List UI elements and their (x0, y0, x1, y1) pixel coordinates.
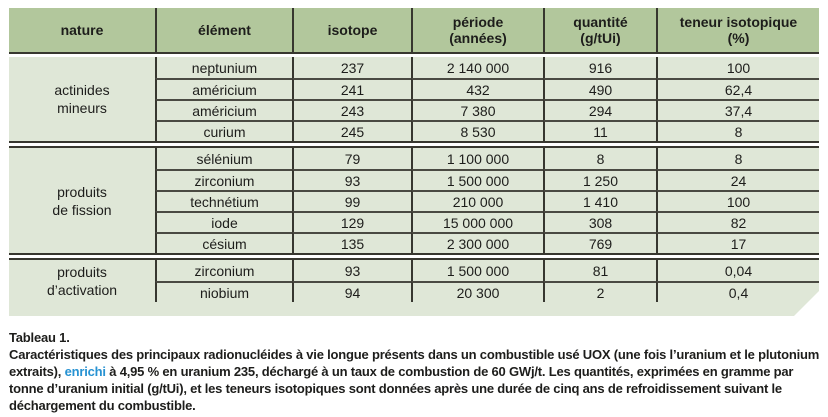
cell-quantite: 2 (543, 281, 656, 302)
cell-quantite: 490 (543, 78, 656, 99)
cell-quantite: 1 410 (543, 190, 656, 211)
cell-periode: 210 000 (411, 190, 543, 211)
cell-isotope: 129 (292, 211, 411, 232)
header-subtitle: (g/tUi) (580, 30, 621, 46)
cell-isotope: 99 (292, 190, 411, 211)
table-group: produits d’activation zirconium 93 1 500 00… (9, 258, 819, 316)
header-subtitle: (%) (727, 30, 750, 46)
header-title: élément (198, 22, 251, 38)
cell-teneur: 62,4 (656, 78, 819, 99)
cell-quantite: 294 (543, 99, 656, 120)
cell-periode: 1 500 000 (411, 260, 543, 281)
cell-quantite: 916 (543, 57, 656, 78)
cell-periode: 2 300 000 (411, 232, 543, 253)
header-title: période (452, 14, 504, 30)
cell-quantite: 769 (543, 232, 656, 253)
cell-element: curium (155, 120, 292, 141)
cell-periode: 20 300 (411, 281, 543, 302)
cell-element: sélénium (155, 148, 292, 169)
cell-teneur: 24 (656, 169, 819, 190)
cell-periode: 1 100 000 (411, 148, 543, 169)
cell-quantite: 11 (543, 120, 656, 141)
cell-periode: 8 530 (411, 120, 543, 141)
table-group: produits de fission sélénium 79 1 100 000 8 8… (9, 146, 819, 255)
cell-element: césium (155, 232, 292, 253)
cell-isotope: 93 (292, 169, 411, 190)
caption-text-before: Caractéristiques des principaux radionuc… (9, 347, 820, 379)
cell-element: technétium (155, 190, 292, 211)
cell-teneur: 8 (656, 120, 819, 141)
cell-teneur: 100 (656, 57, 819, 78)
header-title: nature (60, 22, 104, 38)
cell-element: américium (155, 99, 292, 120)
cell-isotope: 245 (292, 120, 411, 141)
cell-quantite: 308 (543, 211, 656, 232)
cell-periode: 432 (411, 78, 543, 99)
cell-teneur: 0,4 (656, 281, 819, 302)
cell-isotope: 79 (292, 148, 411, 169)
cell-element: neptunium (155, 57, 292, 78)
group-nature-cell: produits d’activation (46, 264, 118, 298)
cell-quantite: 81 (543, 260, 656, 281)
cell-teneur: 0,04 (656, 260, 819, 281)
cell-teneur: 82 (656, 211, 819, 232)
cell-quantite: 1 250 (543, 169, 656, 190)
header-title: quantité (573, 14, 628, 30)
header-title: teneur isotopique (679, 14, 798, 30)
cell-periode: 15 000 000 (411, 211, 543, 232)
table-group: actinides mineurs neptunium 237 2 140 000 91… (9, 57, 819, 143)
cell-element: niobium (155, 281, 292, 302)
caption-text-after: à 4,95 % en uranium 235, déchargé à un t… (9, 364, 794, 413)
header-cell-element: élément (155, 8, 292, 52)
radionuclide-table: nature élément isotope période (années) quant… (9, 8, 819, 316)
cell-isotope: 241 (292, 78, 411, 99)
cell-element: iode (155, 211, 292, 232)
cell-element: zirconium (155, 260, 292, 281)
header-subtitle: (années) (449, 30, 507, 46)
header-cell-isotope: isotope (292, 8, 411, 52)
header-title: isotope (327, 22, 378, 38)
cell-isotope: 135 (292, 232, 411, 253)
cell-element: américium (155, 78, 292, 99)
cell-teneur: 8 (656, 148, 819, 169)
caption-label: Tableau 1. (9, 330, 70, 345)
cell-isotope: 243 (292, 99, 411, 120)
cell-element: zirconium (155, 169, 292, 190)
cell-isotope: 93 (292, 260, 411, 281)
header-cell-nature: nature (9, 8, 155, 52)
enrichi-link[interactable]: enrichi (64, 364, 106, 379)
cell-isotope: 94 (292, 281, 411, 302)
header-cell-teneur: teneur isotopique (%) (656, 8, 819, 52)
cell-quantite: 8 (543, 148, 656, 169)
group-nature-cell: actinides mineurs (54, 82, 110, 116)
cell-teneur: 100 (656, 190, 819, 211)
cell-isotope: 237 (292, 57, 411, 78)
table-body: actinides mineurs neptunium 237 2 140 000 91… (9, 57, 819, 316)
cell-teneur: 37,4 (656, 99, 819, 120)
header-cell-quantite: quantité (g/tUi) (543, 8, 656, 52)
header-cell-periode: période (années) (411, 8, 543, 52)
group-nature-cell: produits de fission (52, 183, 112, 218)
cell-teneur: 17 (656, 232, 819, 253)
header-row: nature élément isotope période (années) quant… (9, 8, 819, 54)
cell-periode: 2 140 000 (411, 57, 543, 78)
table-caption: Tableau 1. Caractéristiques des principa… (9, 329, 821, 414)
cell-periode: 1 500 000 (411, 169, 543, 190)
cell-periode: 7 380 (411, 99, 543, 120)
